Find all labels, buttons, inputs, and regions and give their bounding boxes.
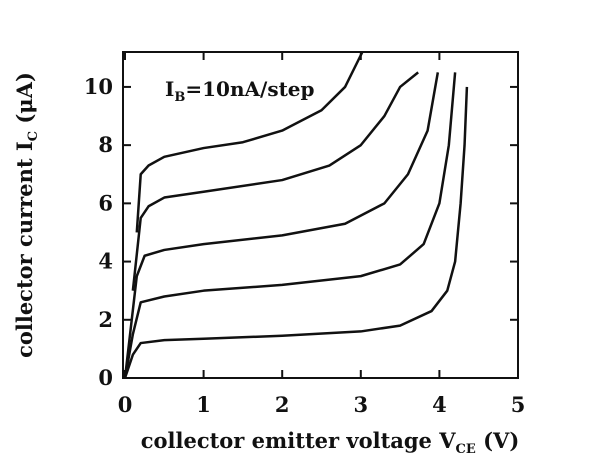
annotation-sub: B (174, 90, 185, 105)
x-tick-label: 5 (511, 392, 526, 417)
curve (123, 72, 440, 379)
curve (123, 72, 457, 379)
annotation: IB=10nA/step (165, 77, 315, 105)
curve (123, 86, 469, 379)
x-tick-label: 2 (275, 392, 290, 417)
x-axis-label: collector emitter voltage VCE (V) (141, 428, 520, 457)
x-label-sub: CE (456, 442, 476, 457)
x-label-main: collector emitter voltage V (141, 428, 457, 453)
y-tick-label: 4 (98, 249, 113, 274)
x-tick-label: 4 (432, 392, 447, 417)
annotation-main: I (165, 77, 174, 101)
y-tick-label: 2 (98, 307, 113, 332)
y-label-rest: (μA) (12, 72, 37, 131)
plot-frame (122, 51, 519, 379)
curve (135, 51, 364, 233)
y-axis-label: collector current IC (μA) (12, 72, 41, 358)
x-tick-label: 1 (196, 392, 211, 417)
y-label-main: collector current I (12, 141, 37, 358)
curve (131, 71, 419, 291)
y-tick-label: 0 (98, 365, 113, 390)
y-tick-label: 10 (84, 74, 113, 99)
annotation-rest: =10nA/step (185, 77, 314, 101)
y-label-sub: C (26, 131, 41, 141)
x-tick-label: 3 (353, 392, 368, 417)
y-tick-label: 8 (98, 132, 113, 157)
x-tick-label: 0 (118, 392, 133, 417)
x-label-rest: (V) (476, 428, 519, 453)
y-tick-label: 6 (98, 190, 113, 215)
